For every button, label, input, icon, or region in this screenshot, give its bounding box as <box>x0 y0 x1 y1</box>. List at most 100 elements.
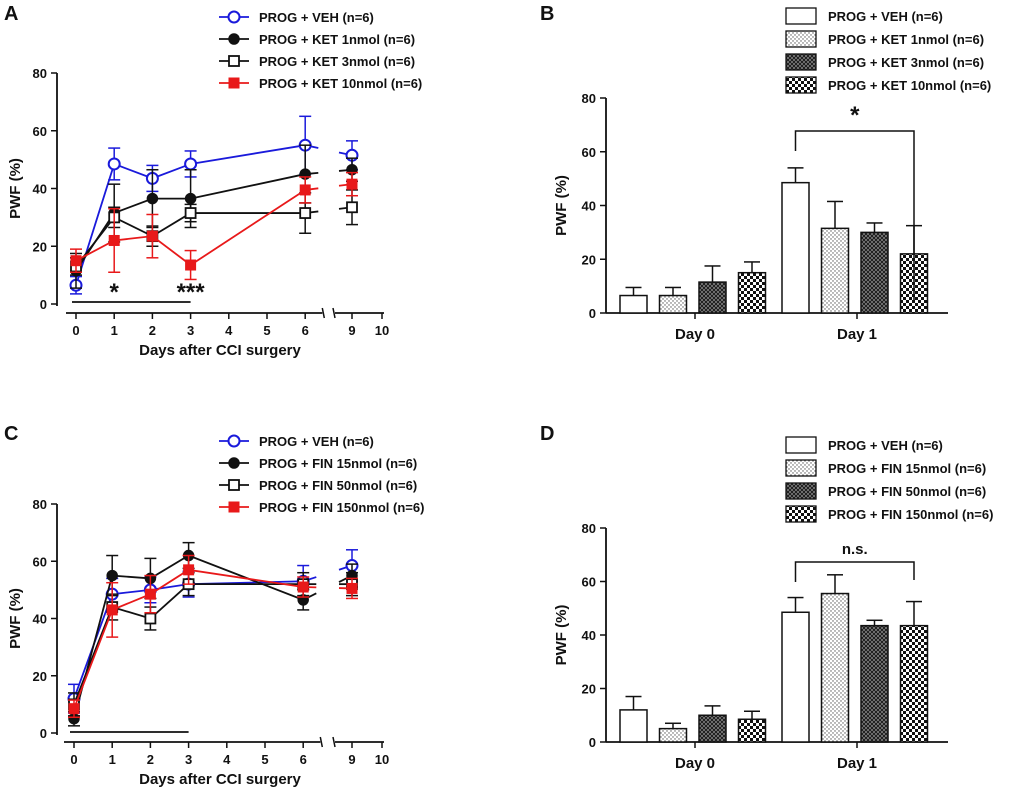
x-tick-label: 5 <box>261 752 268 767</box>
significance-bracket <box>794 130 915 301</box>
bar <box>899 624 929 743</box>
legend-label: PROG + FIN 50nmol (n=6) <box>828 484 986 499</box>
legend-label: PROG + KET 10nmol (n=6) <box>828 78 991 93</box>
legend-swatch <box>785 482 817 500</box>
significance-annotation: * <box>110 279 120 306</box>
y-tick-label: 20 <box>33 239 47 254</box>
y-tick-label: 60 <box>582 145 596 160</box>
significance-annotation: *** <box>177 279 206 306</box>
y-tick-label: 60 <box>582 575 596 590</box>
y-tick-label: 60 <box>33 554 47 569</box>
y-axis-title: PWF (%) <box>553 175 570 236</box>
legend-label: PROG + FIN 15nmol (n=6) <box>259 456 417 471</box>
significance-label: * <box>850 102 860 129</box>
bar <box>820 592 850 743</box>
bar <box>698 714 727 743</box>
x-tick-label: 6 <box>300 752 307 767</box>
x-tick-label: 6 <box>302 323 309 338</box>
y-tick-label: 20 <box>582 252 596 267</box>
y-tick-label: 80 <box>33 66 47 81</box>
bar <box>619 294 648 314</box>
panel-label-c: C <box>4 423 18 445</box>
data-point <box>346 178 358 190</box>
y-axis-title: PWF (%) <box>7 158 24 219</box>
bar <box>781 181 810 314</box>
data-point <box>346 201 358 214</box>
bar <box>860 624 889 743</box>
y-tick-label: 40 <box>33 182 47 197</box>
data-point <box>146 192 159 205</box>
x-axis-title: Days after CCI surgery <box>139 342 301 359</box>
y-axis-title: PWF (%) <box>553 605 570 666</box>
data-point <box>185 259 197 271</box>
y-tick-label: 20 <box>33 669 47 684</box>
x-tick-label: 2 <box>147 752 154 767</box>
x-tick-label: 3 <box>185 752 192 767</box>
legend-label: PROG + FIN 150nmol (n=6) <box>828 507 993 522</box>
series-3 <box>70 171 358 281</box>
data-point <box>184 192 197 205</box>
x-tick-label: 2 <box>149 323 156 338</box>
x-tick-label: 9 <box>348 323 355 338</box>
panel-b-bar-chart: 0 20 40 60 80 PWF (%) Day 0 Day 1 * PROG + VEH (n… <box>553 7 991 343</box>
y-tick-label: 80 <box>33 497 47 512</box>
data-point <box>299 184 311 196</box>
y-tick-label: 80 <box>582 521 596 536</box>
data-point <box>144 588 156 600</box>
y-tick-label: 60 <box>33 124 47 139</box>
legend-swatch <box>785 459 817 477</box>
legend-marker <box>228 77 240 89</box>
y-tick-label: 40 <box>582 628 596 643</box>
legend-label: PROG + FIN 15nmol (n=6) <box>828 461 986 476</box>
data-point <box>183 564 195 576</box>
bar <box>737 718 767 743</box>
data-point <box>297 581 309 593</box>
legend-label: PROG + VEH (n=6) <box>828 438 943 453</box>
data-point <box>346 582 358 594</box>
x-tick-label: 0 <box>72 323 79 338</box>
y-tick-label: 0 <box>40 726 47 741</box>
x-category-label: Day 1 <box>837 326 877 343</box>
y-tick-label: 0 <box>589 735 596 750</box>
x-axis-title: Days after CCI surgery <box>139 771 301 788</box>
x-tick-label: 10 <box>375 323 389 338</box>
x-tick-label: 9 <box>348 752 355 767</box>
data-point <box>107 157 121 171</box>
data-point <box>184 157 198 171</box>
panel-label-a: A <box>4 3 18 25</box>
x-tick-label: 10 <box>375 752 389 767</box>
y-tick-label: 20 <box>582 682 596 697</box>
legend-swatch <box>785 53 817 71</box>
legend-marker <box>227 10 241 24</box>
legend-label: PROG + VEH (n=6) <box>259 10 374 25</box>
series-3 <box>68 554 358 719</box>
data-point <box>144 612 157 625</box>
panel-d-bar-chart: 0 20 40 60 80 PWF (%) Day 0 Day 1 n.s. PROG + VEH… <box>553 436 993 772</box>
legend-label: PROG + FIN 50nmol (n=6) <box>259 478 417 493</box>
legend-label: PROG + KET 1nmol (n=6) <box>828 32 984 47</box>
bar <box>820 227 850 314</box>
legend-label: PROG + FIN 150nmol (n=6) <box>259 500 424 515</box>
legend-swatch <box>785 7 817 25</box>
x-tick-label: 1 <box>111 323 118 338</box>
legend-label: PROG + KET 10nmol (n=6) <box>259 76 422 91</box>
bar <box>658 727 688 743</box>
x-axis-break <box>321 307 326 319</box>
legend-swatch <box>785 436 817 454</box>
x-category-label: Day 1 <box>837 755 877 772</box>
data-point <box>68 703 80 715</box>
legend-label: PROG + KET 3nmol (n=6) <box>828 55 984 70</box>
legend-marker <box>228 55 240 67</box>
legend-label: PROG + VEH (n=6) <box>828 9 943 24</box>
series-0 <box>69 115 359 295</box>
data-point <box>106 604 118 616</box>
bar <box>619 709 648 743</box>
legend-swatch <box>785 30 817 48</box>
panel-label-d: D <box>540 423 554 445</box>
y-tick-label: 40 <box>582 199 596 214</box>
bar <box>698 281 727 314</box>
legend-marker <box>228 501 240 513</box>
legend-marker <box>227 434 241 448</box>
x-tick-label: 4 <box>223 752 231 767</box>
